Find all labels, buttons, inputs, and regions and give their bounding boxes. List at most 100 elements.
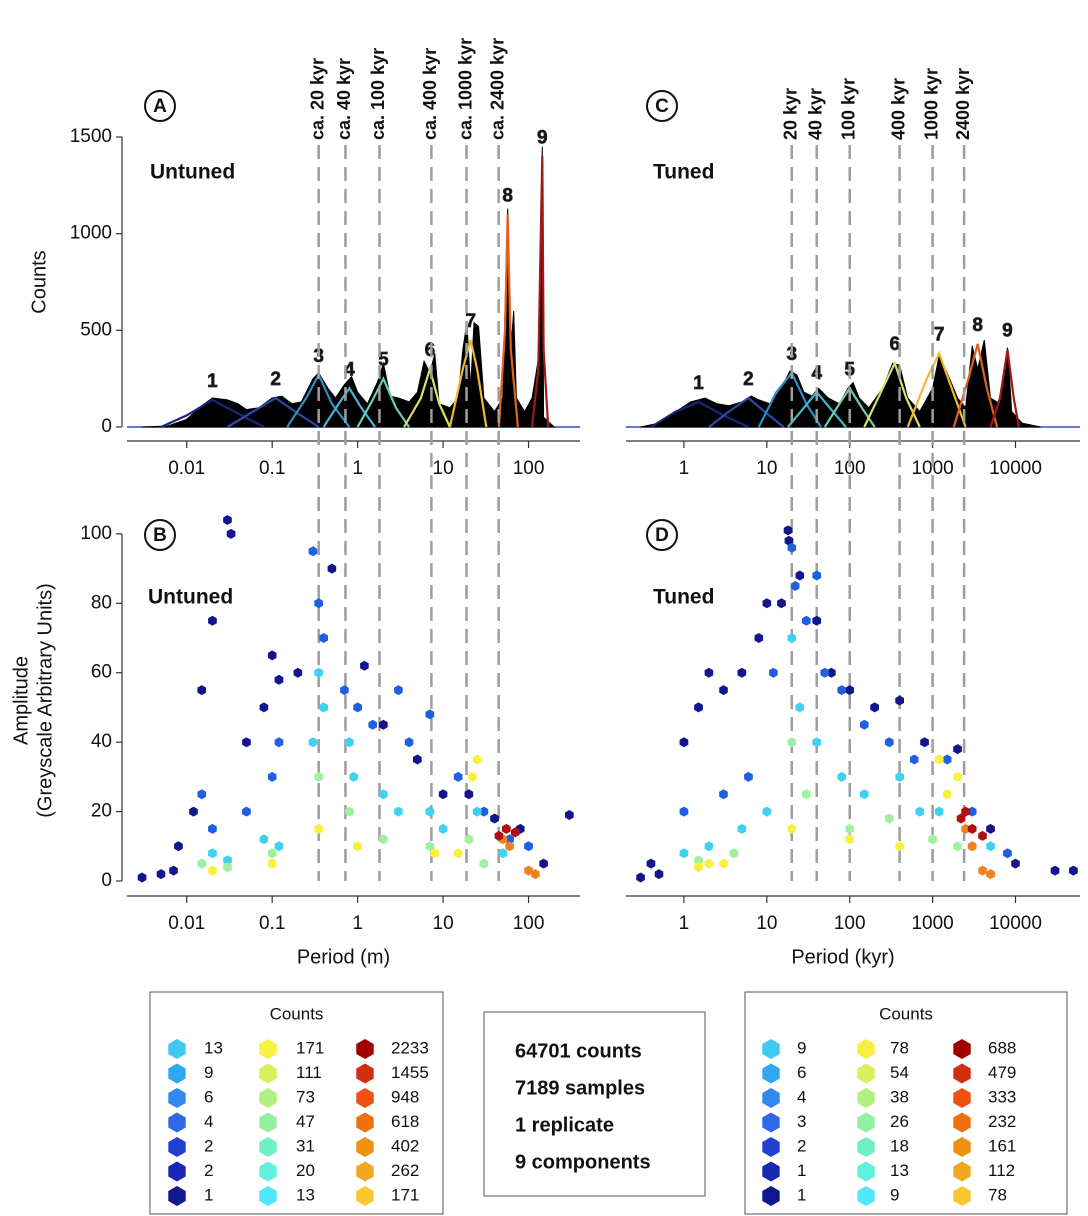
hexbin-cell [511, 827, 520, 838]
hexbin-cell [394, 685, 403, 696]
hexbin-cell [174, 841, 183, 852]
panel-letter: C [655, 96, 669, 117]
panel-label: Tuned [653, 161, 714, 184]
hexbin-cell [524, 841, 533, 852]
hexbin-cell [267, 858, 277, 869]
legend-label: 13 [204, 1038, 223, 1057]
histogram-area [141, 146, 556, 428]
hexbin-cell [679, 848, 689, 859]
hexbin-cell [345, 737, 354, 748]
hexbin-cell [319, 702, 328, 713]
legend-swatch [762, 1088, 780, 1108]
legend-swatch [762, 1112, 780, 1133]
hexbin-cell [319, 633, 328, 643]
hexbin-cell [719, 789, 728, 800]
reference-label: 100 kyr [838, 78, 858, 140]
legend-label: 6 [797, 1063, 806, 1082]
hexbin-cell [490, 813, 499, 824]
legend-label: 9 [204, 1063, 213, 1082]
legend-label: 161 [988, 1136, 1016, 1155]
reference-label: 40 kyr [805, 88, 825, 140]
x-tick-label: 100 [513, 458, 545, 479]
component-curve [448, 339, 488, 428]
hexbin-cell [502, 823, 511, 834]
hexbin-cell [694, 855, 703, 866]
legend-label: 2233 [391, 1038, 429, 1057]
hexbin-cell [719, 858, 728, 869]
hexbin-cell [762, 598, 772, 609]
x-tick-label: 0.1 [259, 458, 285, 479]
hexbin-cell [704, 841, 714, 852]
hexbin-cell [884, 813, 894, 824]
component-curve [497, 214, 519, 428]
hexbin-cell [837, 685, 846, 696]
hexbin-cell [274, 674, 284, 685]
hexbin-cell [737, 823, 747, 834]
hexbin-cell [197, 685, 207, 696]
panel-label: Tuned [653, 586, 714, 609]
legend-box [744, 991, 1068, 1215]
hexbin-cell [314, 823, 323, 834]
x-tick-label: 10 [433, 458, 454, 479]
hexbin-cell [360, 660, 369, 671]
hexbin-cell [425, 841, 435, 852]
reference-label: 2400 kyr [953, 68, 973, 140]
component-curve [650, 400, 749, 428]
hexbin-cell [895, 695, 904, 706]
legend-label: 26 [890, 1112, 909, 1131]
hexbin-cell [845, 685, 854, 696]
hexbin-cell [812, 615, 822, 626]
component-curve [906, 350, 967, 428]
y-tick-label: 500 [80, 319, 112, 340]
y-axis-title: (Greyscale Arbitrary Units) [34, 583, 56, 818]
hexbin-cell [986, 841, 995, 852]
component-curve [356, 376, 411, 428]
legend-swatch [857, 1161, 875, 1182]
legend-label: 2 [204, 1136, 213, 1155]
x-tick-label: 100 [834, 458, 866, 479]
hexbin-cell [783, 525, 793, 536]
panel-badge [144, 90, 176, 122]
hexbin-cell [505, 834, 514, 845]
legend-label: 38 [890, 1087, 909, 1106]
hexbin-cell [242, 806, 251, 817]
hexbin-cell [967, 806, 977, 817]
x-tick-label: 0.1 [259, 913, 285, 934]
hexbin-cell [368, 719, 377, 730]
hexbin-cell [704, 858, 714, 869]
legend-label: 2 [797, 1136, 806, 1155]
legend-swatch [168, 1186, 186, 1206]
hexbin-cell [915, 806, 925, 817]
hexbin-cell [961, 823, 970, 834]
legend-swatch [259, 1137, 277, 1157]
x-tick-label: 1 [352, 458, 363, 479]
reference-label: ca. 1000 kyr [455, 38, 475, 140]
hexbin-cell [895, 771, 904, 782]
hexbin-cell [978, 830, 987, 841]
legend-title: Counts [879, 1004, 933, 1023]
legend-swatch [857, 1063, 875, 1084]
legend-swatch [857, 1112, 875, 1133]
panel-letter: A [153, 96, 167, 117]
hexbin-cell [197, 789, 207, 800]
component-label: 1 [207, 371, 218, 392]
legend-swatch [857, 1137, 875, 1157]
hexbin-cell [827, 667, 836, 678]
y-tick-label: 60 [91, 662, 112, 683]
legend-label: 333 [988, 1087, 1016, 1106]
x-tick-label: 100 [513, 913, 545, 934]
x-tick-label: 0.01 [168, 458, 205, 479]
hexbin-cell [208, 823, 217, 834]
hexbin-cell [259, 834, 269, 845]
legend-label: 78 [988, 1185, 1007, 1204]
component-label: 4 [344, 359, 355, 380]
hexbin-cell [505, 841, 514, 852]
summary-line: 7189 samples [515, 1077, 645, 1099]
hexbin-cell [464, 789, 474, 800]
hexbin-cell [1003, 848, 1012, 859]
x-axis-title: Period (kyr) [791, 946, 894, 968]
hexbin-cell [694, 862, 703, 873]
x-tick-label: 10000 [989, 458, 1042, 479]
legend-label: 13 [890, 1161, 909, 1180]
y-tick-label: 100 [80, 523, 112, 544]
